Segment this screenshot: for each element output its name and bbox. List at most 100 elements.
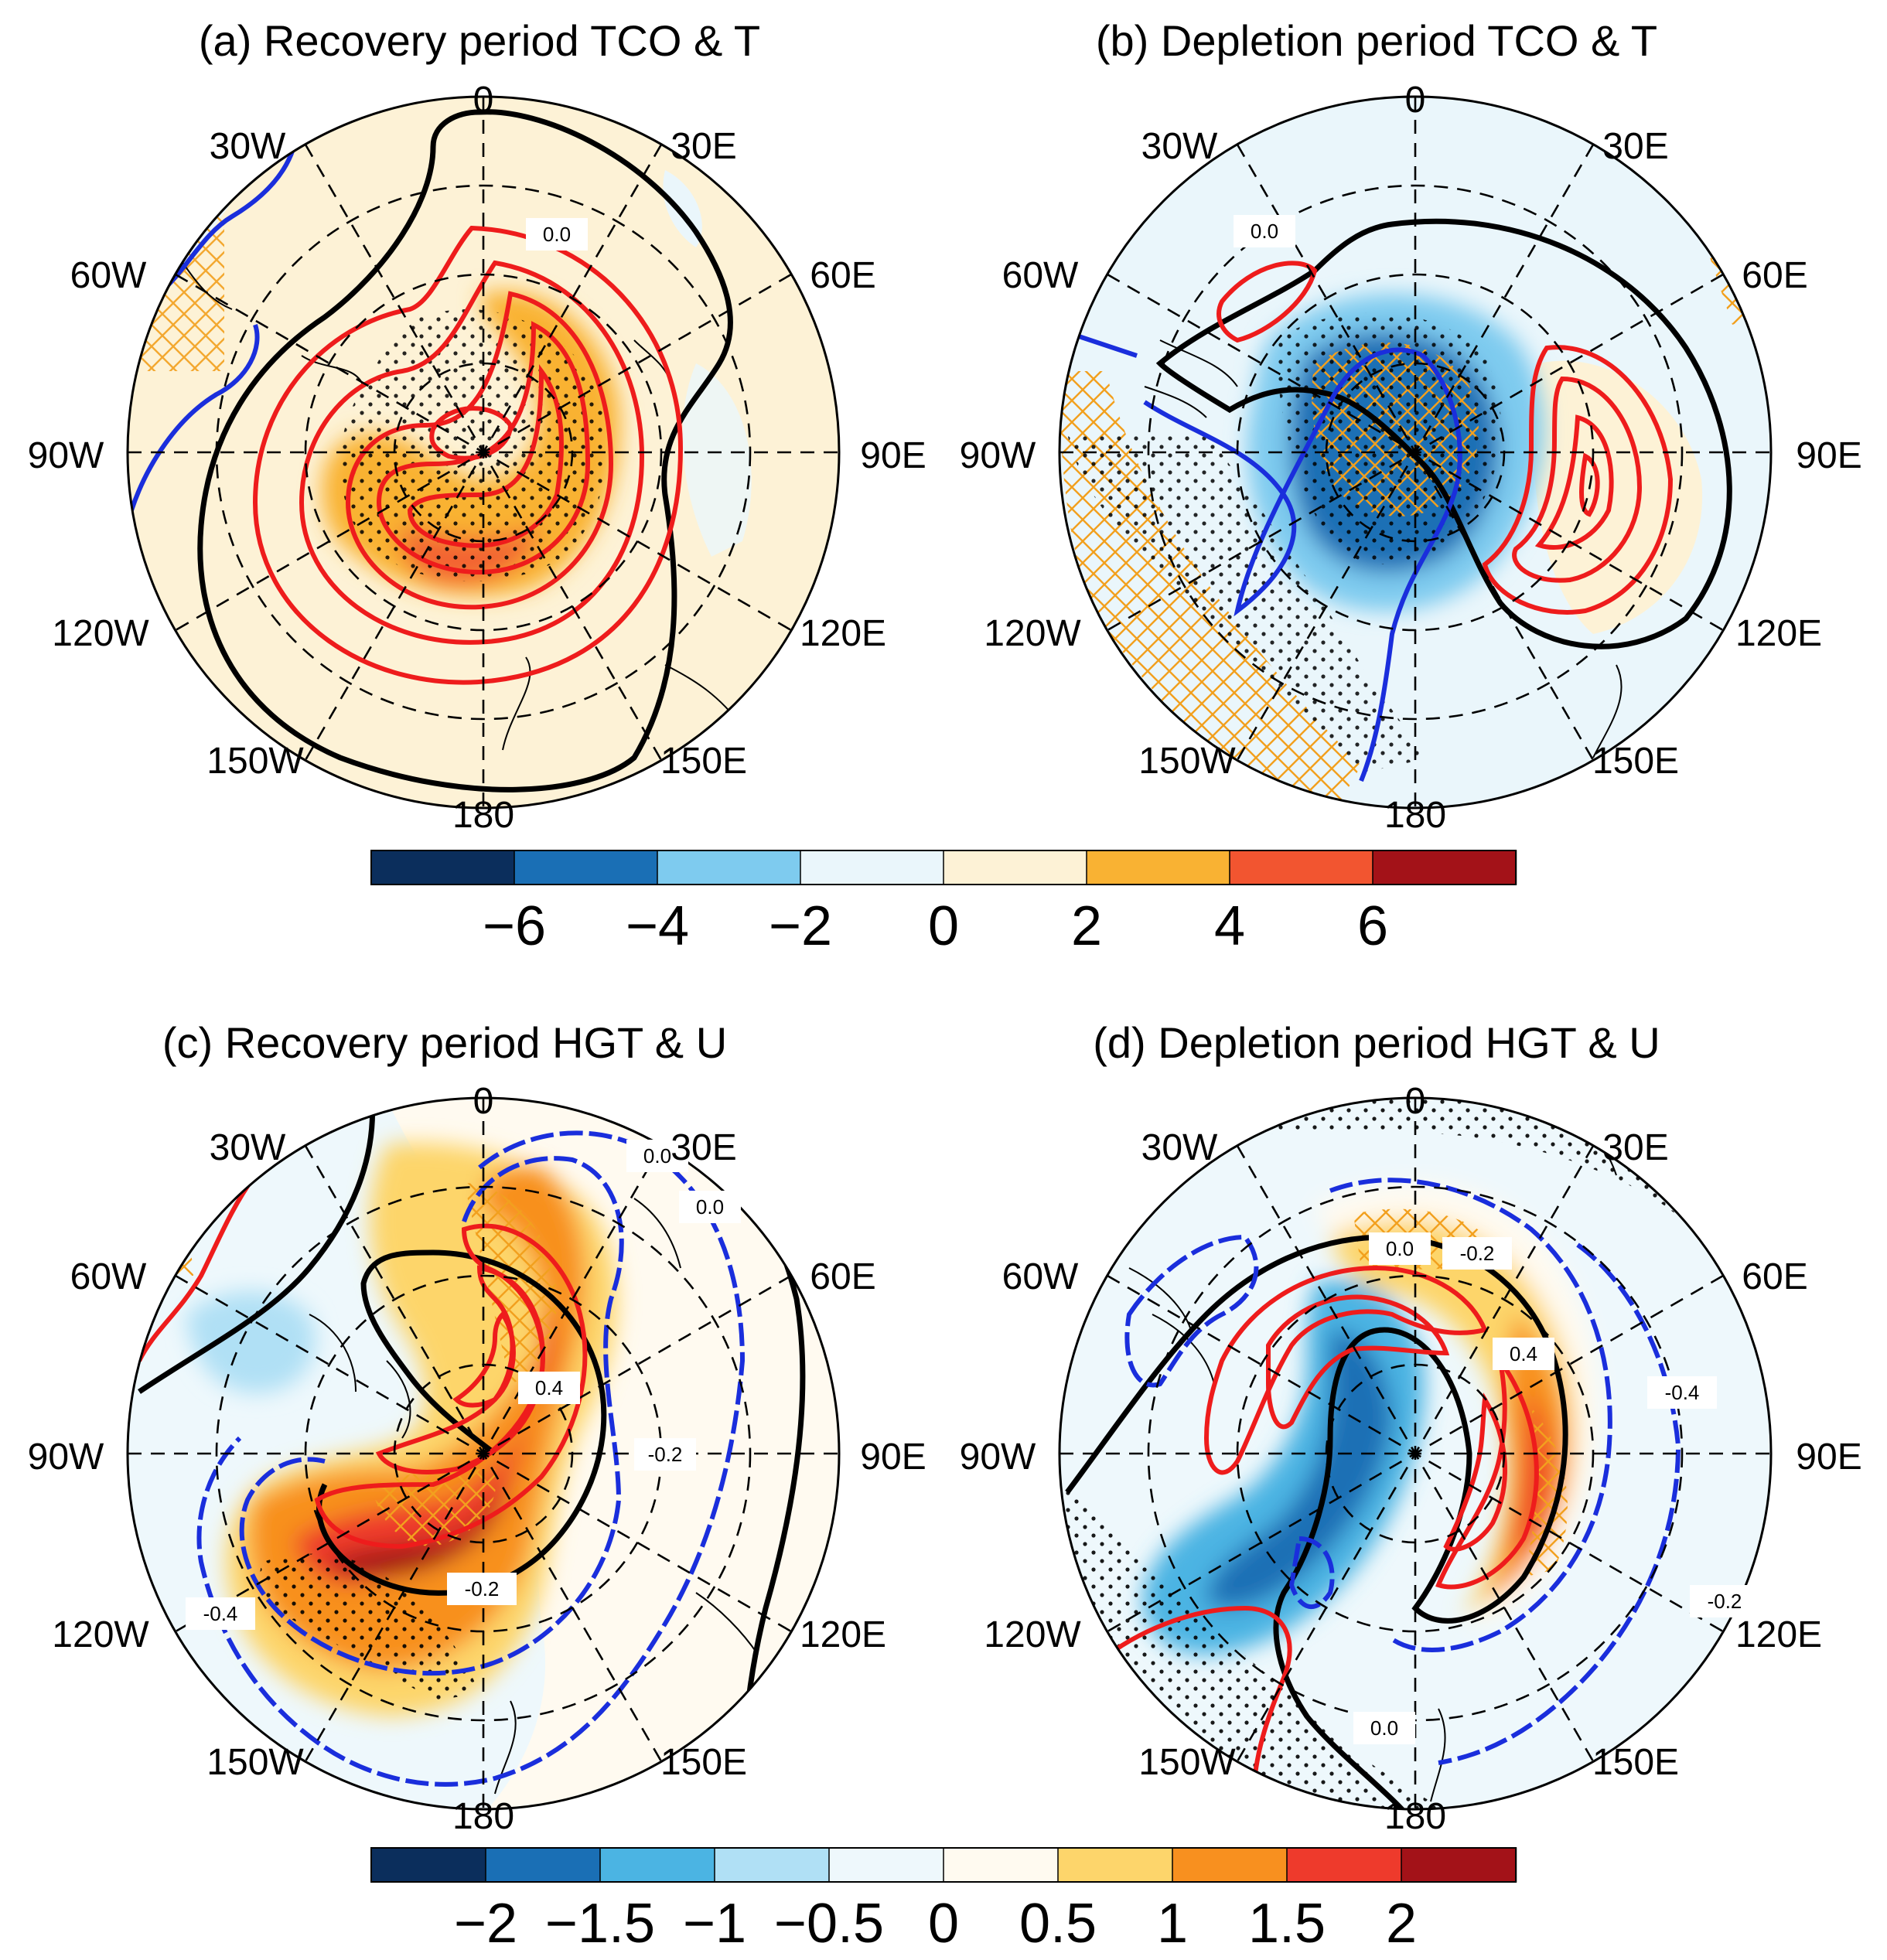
panel-b-coastline xyxy=(1144,154,1710,758)
panel-d-fill xyxy=(1060,1098,1771,1809)
lon-label-120w: 120W xyxy=(52,1614,149,1655)
colorbar-swatch xyxy=(800,850,945,885)
panel-c-coastline xyxy=(309,1198,759,1795)
lon-label-120e: 120E xyxy=(1735,1614,1822,1655)
colorbar-swatch xyxy=(1172,1847,1288,1883)
colorbar-2-swatches xyxy=(370,1847,1517,1883)
panel-b-title: (b) Depletion period TCO & T xyxy=(1096,16,1657,65)
panel-d-graticule xyxy=(1060,1098,1771,1809)
colorbar-1: −6 −4 −2 0 2 4 6 xyxy=(370,850,1517,957)
colorbar-swatch xyxy=(599,1847,716,1883)
panel-c-lon-labels: 0 30E 60E 90E 120E 150E 180 150W 120W 90… xyxy=(28,1081,926,1837)
panel-a-light-blue-e xyxy=(682,363,752,557)
lon-label-180: 180 xyxy=(1384,795,1446,836)
panel-b-contour-label-0: 0.0 xyxy=(1234,215,1295,247)
svg-text:0.0: 0.0 xyxy=(643,1144,671,1167)
panel-c: 0.0 0.0 0.4 -0.2 -0.2 -0.4 (c) Recovery … xyxy=(28,1018,926,1837)
colorbar-1-tick: 0 xyxy=(928,895,959,957)
colorbar-1-tick: 6 xyxy=(1357,895,1388,957)
lon-label-120e: 120E xyxy=(800,1614,886,1655)
lon-label-90w: 90W xyxy=(28,1437,104,1478)
lon-label-30e: 30E xyxy=(671,1127,736,1168)
lon-label-60e: 60E xyxy=(1742,1256,1807,1297)
svg-text:0.0: 0.0 xyxy=(1251,220,1278,243)
panel-d-positive-contours xyxy=(1097,1265,1539,1809)
lon-label-90e: 90E xyxy=(1796,1437,1861,1478)
lon-label-30e: 30E xyxy=(1602,1127,1668,1168)
panel-b-border xyxy=(1058,95,1773,810)
panel-b-lon-labels: 0 30E 60E 90E 120E 150E 180 150W 120W 90… xyxy=(960,80,1862,836)
lon-label-60e: 60E xyxy=(810,255,875,296)
panel-b-graticule xyxy=(1060,97,1771,808)
colorbar-2: −2 −1.5 −1 −0.5 0 0.5 1 1.5 2 xyxy=(370,1847,1517,1955)
panel-c-blue-patch-w xyxy=(186,1291,316,1393)
panel-d-negative-contours xyxy=(1124,1178,1681,1765)
lon-label-120w: 120W xyxy=(984,613,1081,654)
panel-d-title: (d) Depletion period HGT & U xyxy=(1093,1018,1660,1067)
svg-text:-0.4: -0.4 xyxy=(203,1602,238,1625)
colorbar-swatch xyxy=(1086,850,1231,885)
colorbar-2-tick: −2 xyxy=(454,1893,517,1955)
colorbar-2-tick: 1 xyxy=(1157,1893,1188,1955)
svg-text:-0.2: -0.2 xyxy=(465,1577,500,1600)
lon-label-150e: 150E xyxy=(1592,741,1679,782)
colorbar-swatch xyxy=(828,1847,945,1883)
lon-label-60e: 60E xyxy=(1742,255,1807,296)
colorbar-1-swatches xyxy=(370,850,1517,885)
lon-label-90w: 90W xyxy=(28,435,104,476)
colorbar-2-tick: 0.5 xyxy=(1019,1893,1097,1955)
svg-text:-0.2: -0.2 xyxy=(648,1443,683,1466)
panel-b-positive-contours xyxy=(1216,261,1674,615)
panel-c-positive-contours xyxy=(137,1174,588,1549)
colorbar-swatch xyxy=(657,850,802,885)
colorbar-swatch xyxy=(1401,1847,1517,1883)
colorbar-swatch xyxy=(485,1847,602,1883)
lon-label-90e: 90E xyxy=(860,1437,926,1478)
panel-d-contour-labels: 0.0 -0.2 0.4 -0.4 -0.2 0.0 xyxy=(1353,1232,1759,1744)
colorbar-1-tick: 2 xyxy=(1071,895,1102,957)
lon-label-150w: 150W xyxy=(1138,741,1236,782)
lon-label-120w: 120W xyxy=(52,613,149,654)
colorbar-2-tick: −1 xyxy=(683,1893,746,1955)
lon-label-30w: 30W xyxy=(1141,1127,1218,1168)
colorbar-swatch xyxy=(514,850,659,885)
panel-c-stipple xyxy=(260,1553,479,1701)
svg-text:0.4: 0.4 xyxy=(1510,1342,1537,1365)
panel-c-hatch xyxy=(162,1183,557,1546)
lon-label-60w: 60W xyxy=(1002,1256,1079,1297)
lon-label-150w: 150W xyxy=(206,741,304,782)
svg-text:0.0: 0.0 xyxy=(1386,1237,1414,1260)
colorbar-swatch xyxy=(1057,1847,1174,1883)
panel-a-contour-label-0: 0.0 xyxy=(526,218,588,251)
lon-label-30w: 30W xyxy=(210,126,286,167)
panel-a-positive-contours xyxy=(252,225,684,685)
panel-d-coastline xyxy=(1128,1113,1617,1802)
panel-c-contour-labels: 0.0 0.0 0.4 -0.2 -0.2 -0.4 xyxy=(186,1140,741,1630)
lon-label-30w: 30W xyxy=(210,1127,286,1168)
panel-c-dark-red xyxy=(325,1477,510,1578)
lon-label-150w: 150W xyxy=(1138,1742,1236,1783)
lon-label-60w: 60W xyxy=(70,1256,147,1297)
lon-label-30e: 30E xyxy=(1602,126,1668,167)
colorbar-swatch xyxy=(943,850,1088,885)
lon-label-90w: 90W xyxy=(960,435,1036,476)
lon-label-150e: 150E xyxy=(1592,1742,1679,1783)
lon-label-0: 0 xyxy=(1405,80,1426,121)
lon-label-60w: 60W xyxy=(1002,255,1079,296)
panel-a-fill xyxy=(128,97,839,808)
colorbar-swatch xyxy=(1372,850,1517,885)
colorbar-2-tick: −0.5 xyxy=(774,1893,884,1955)
lon-label-60e: 60E xyxy=(810,1256,875,1297)
panel-c-red xyxy=(294,1307,553,1585)
colorbar-1-tick: −2 xyxy=(769,895,832,957)
lon-label-0: 0 xyxy=(473,1081,494,1122)
lon-label-150e: 150E xyxy=(660,1742,747,1783)
svg-text:0.0: 0.0 xyxy=(1370,1716,1398,1740)
lon-label-60w: 60W xyxy=(70,255,147,296)
lon-label-180: 180 xyxy=(1384,1796,1446,1837)
panel-d-zero-contours xyxy=(1065,1234,1568,1809)
panel-a-lon-labels: 0 30E 60E 90E 120E 150E 180 150W 120W 90… xyxy=(28,80,926,836)
panel-a-graticule xyxy=(128,97,839,808)
lon-label-0: 0 xyxy=(473,80,494,121)
